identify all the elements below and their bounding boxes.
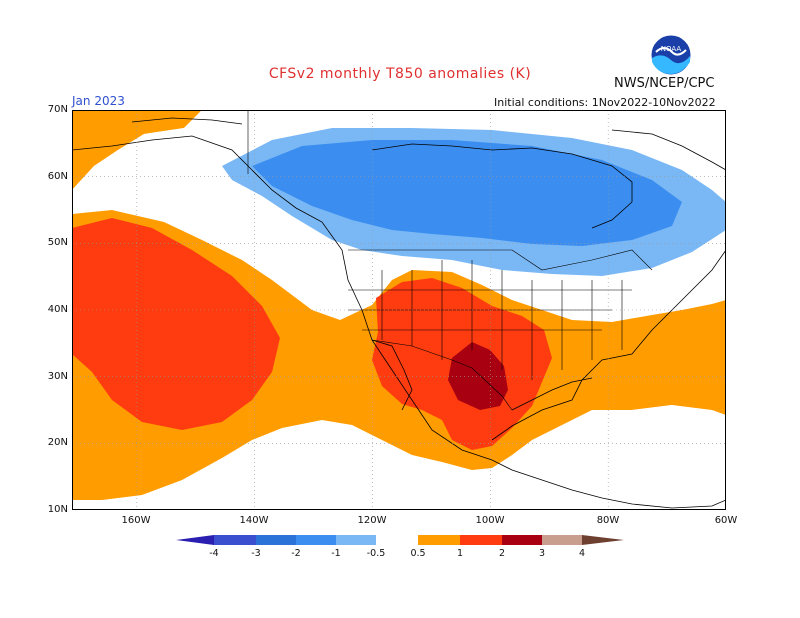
colorbar-label: 3 xyxy=(538,548,546,559)
colorbar-label: 2 xyxy=(498,548,506,559)
colorbar-label: -0.5 xyxy=(366,548,386,559)
lat-label-30n: 30N xyxy=(47,371,68,382)
noaa-logo: NOAA xyxy=(650,34,692,76)
lon-label-160w: 160W xyxy=(121,515,151,526)
colorbar-arrow-high xyxy=(582,535,624,545)
lon-label-80w: 80W xyxy=(596,515,620,526)
colorbar-label: -3 xyxy=(251,548,261,559)
colorbar-segment xyxy=(460,535,502,545)
lon-label-60w: 60W xyxy=(714,515,738,526)
colorbar-label: 4 xyxy=(578,548,586,559)
colorbar-label: -2 xyxy=(291,548,301,559)
colorbar-arrow-low xyxy=(176,535,214,545)
anomaly-region-blue xyxy=(252,140,682,246)
colorbar-segment xyxy=(214,535,256,545)
anomaly-region-darkred xyxy=(448,342,508,410)
map-grid xyxy=(72,110,726,510)
colorbar-segment xyxy=(542,535,582,545)
colorbar-segment xyxy=(296,535,336,545)
forecast-month: Jan 2023 xyxy=(72,94,125,108)
lat-label-50n: 50N xyxy=(47,237,68,248)
colorbar-segment xyxy=(502,535,542,545)
coastlines xyxy=(72,117,726,509)
colorbar-label: -4 xyxy=(209,548,219,559)
logo-text: NOAA xyxy=(661,45,682,53)
colorbar-label: 1 xyxy=(456,548,464,559)
lat-label-60n: 60N xyxy=(47,171,68,182)
lat-label-10n: 10N xyxy=(47,504,68,515)
colorbar-label: -1 xyxy=(331,548,341,559)
lon-label-100w: 100W xyxy=(475,515,505,526)
colorbar-segment xyxy=(376,535,418,545)
lon-label-140w: 140W xyxy=(239,515,269,526)
anomaly-map xyxy=(72,110,726,510)
lat-label-70n: 70N xyxy=(47,104,68,115)
initial-conditions: Initial conditions: 1Nov2022-10Nov2022 xyxy=(494,96,716,109)
neutral-region xyxy=(72,110,726,510)
lon-label-120w: 120W xyxy=(357,515,387,526)
colorbar-segment xyxy=(418,535,460,545)
lat-label-40n: 40N xyxy=(47,304,68,315)
colorbar-segment xyxy=(336,535,376,545)
agency-label: NWS/NCEP/CPC xyxy=(614,76,715,91)
colorbar-label: 0.5 xyxy=(410,548,426,559)
colorbar-segment xyxy=(256,535,296,545)
map-title: CFSv2 monthly T850 anomalies (K) xyxy=(268,66,532,82)
lat-label-20n: 20N xyxy=(47,437,68,448)
color-bar xyxy=(176,535,624,545)
